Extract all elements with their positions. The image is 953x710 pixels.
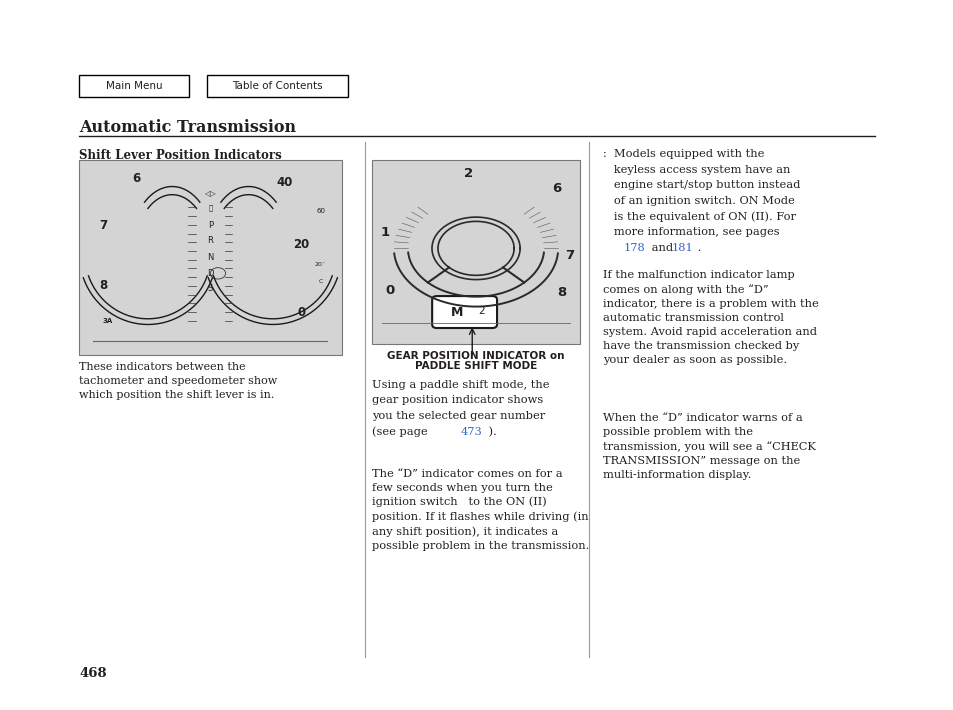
FancyBboxPatch shape xyxy=(79,75,189,97)
Text: Table of Contents: Table of Contents xyxy=(233,81,322,91)
Text: The “D” indicator comes on for a
few seconds when you turn the
ignition switch  : The “D” indicator comes on for a few sec… xyxy=(372,469,589,551)
Text: If the malfunction indicator lamp
comes on along with the “D”
indicator, there i: If the malfunction indicator lamp comes … xyxy=(602,270,818,365)
FancyBboxPatch shape xyxy=(432,296,497,328)
Text: Shift Lever Position Indicators: Shift Lever Position Indicators xyxy=(79,149,282,162)
FancyBboxPatch shape xyxy=(207,75,348,97)
Text: These indicators between the
tachometer and speedometer show
which position the : These indicators between the tachometer … xyxy=(79,362,277,400)
Text: gear position indicator shows: gear position indicator shows xyxy=(372,395,543,405)
Text: 20⁻: 20⁻ xyxy=(314,261,326,267)
Text: Using a paddle shift mode, the: Using a paddle shift mode, the xyxy=(372,380,549,390)
Text: 2: 2 xyxy=(478,305,484,316)
Text: PADDLE SHIFT MODE: PADDLE SHIFT MODE xyxy=(415,361,537,371)
Text: 0: 0 xyxy=(385,285,395,297)
Text: When the “D” indicator warns of a
possible problem with the
transmission, you wi: When the “D” indicator warns of a possib… xyxy=(602,413,815,481)
Text: D: D xyxy=(207,269,213,278)
Text: 7: 7 xyxy=(564,249,574,262)
Text: and: and xyxy=(647,243,676,253)
Text: 3A: 3A xyxy=(103,318,112,324)
Text: N: N xyxy=(207,253,213,261)
Text: 2: 2 xyxy=(463,168,473,180)
Text: .: . xyxy=(693,243,700,253)
Text: 6: 6 xyxy=(132,173,140,185)
Text: 6: 6 xyxy=(552,182,561,195)
Text: keyless access system have an: keyless access system have an xyxy=(602,165,789,175)
FancyBboxPatch shape xyxy=(372,160,579,344)
Text: 8: 8 xyxy=(557,286,566,299)
Text: (see page: (see page xyxy=(372,427,431,437)
Text: more information, see pages: more information, see pages xyxy=(602,227,779,237)
Text: of an ignition switch. ON Mode: of an ignition switch. ON Mode xyxy=(602,196,794,206)
Text: S: S xyxy=(208,285,213,293)
Text: C: C xyxy=(318,279,322,285)
Text: Automatic Transmission: Automatic Transmission xyxy=(79,119,296,136)
Text: 20: 20 xyxy=(293,239,310,251)
Text: 0: 0 xyxy=(297,306,305,319)
Text: GEAR POSITION INDICATOR on: GEAR POSITION INDICATOR on xyxy=(387,351,564,361)
Text: :  Models equipped with the: : Models equipped with the xyxy=(602,149,763,159)
Text: P: P xyxy=(208,221,213,229)
Text: 473: 473 xyxy=(460,427,482,437)
Text: Main Menu: Main Menu xyxy=(106,81,162,91)
Text: is the equivalent of ON (II). For: is the equivalent of ON (II). For xyxy=(602,212,795,222)
FancyBboxPatch shape xyxy=(79,160,341,355)
Text: 181: 181 xyxy=(671,243,693,253)
Text: ).: ). xyxy=(484,427,496,437)
Text: R: R xyxy=(207,236,213,245)
Text: M: M xyxy=(451,305,462,319)
Text: engine start/stop button instead: engine start/stop button instead xyxy=(602,180,800,190)
Text: 8: 8 xyxy=(99,279,107,292)
Text: ⓘ: ⓘ xyxy=(208,204,213,211)
Text: 60: 60 xyxy=(315,208,325,214)
Text: ◁▷: ◁▷ xyxy=(204,189,216,197)
Text: 1: 1 xyxy=(380,226,390,239)
Text: 40: 40 xyxy=(275,176,293,189)
Text: 468: 468 xyxy=(79,667,107,680)
Text: you the selected gear number: you the selected gear number xyxy=(372,411,545,421)
Text: 178: 178 xyxy=(623,243,645,253)
Text: 7: 7 xyxy=(99,219,107,231)
